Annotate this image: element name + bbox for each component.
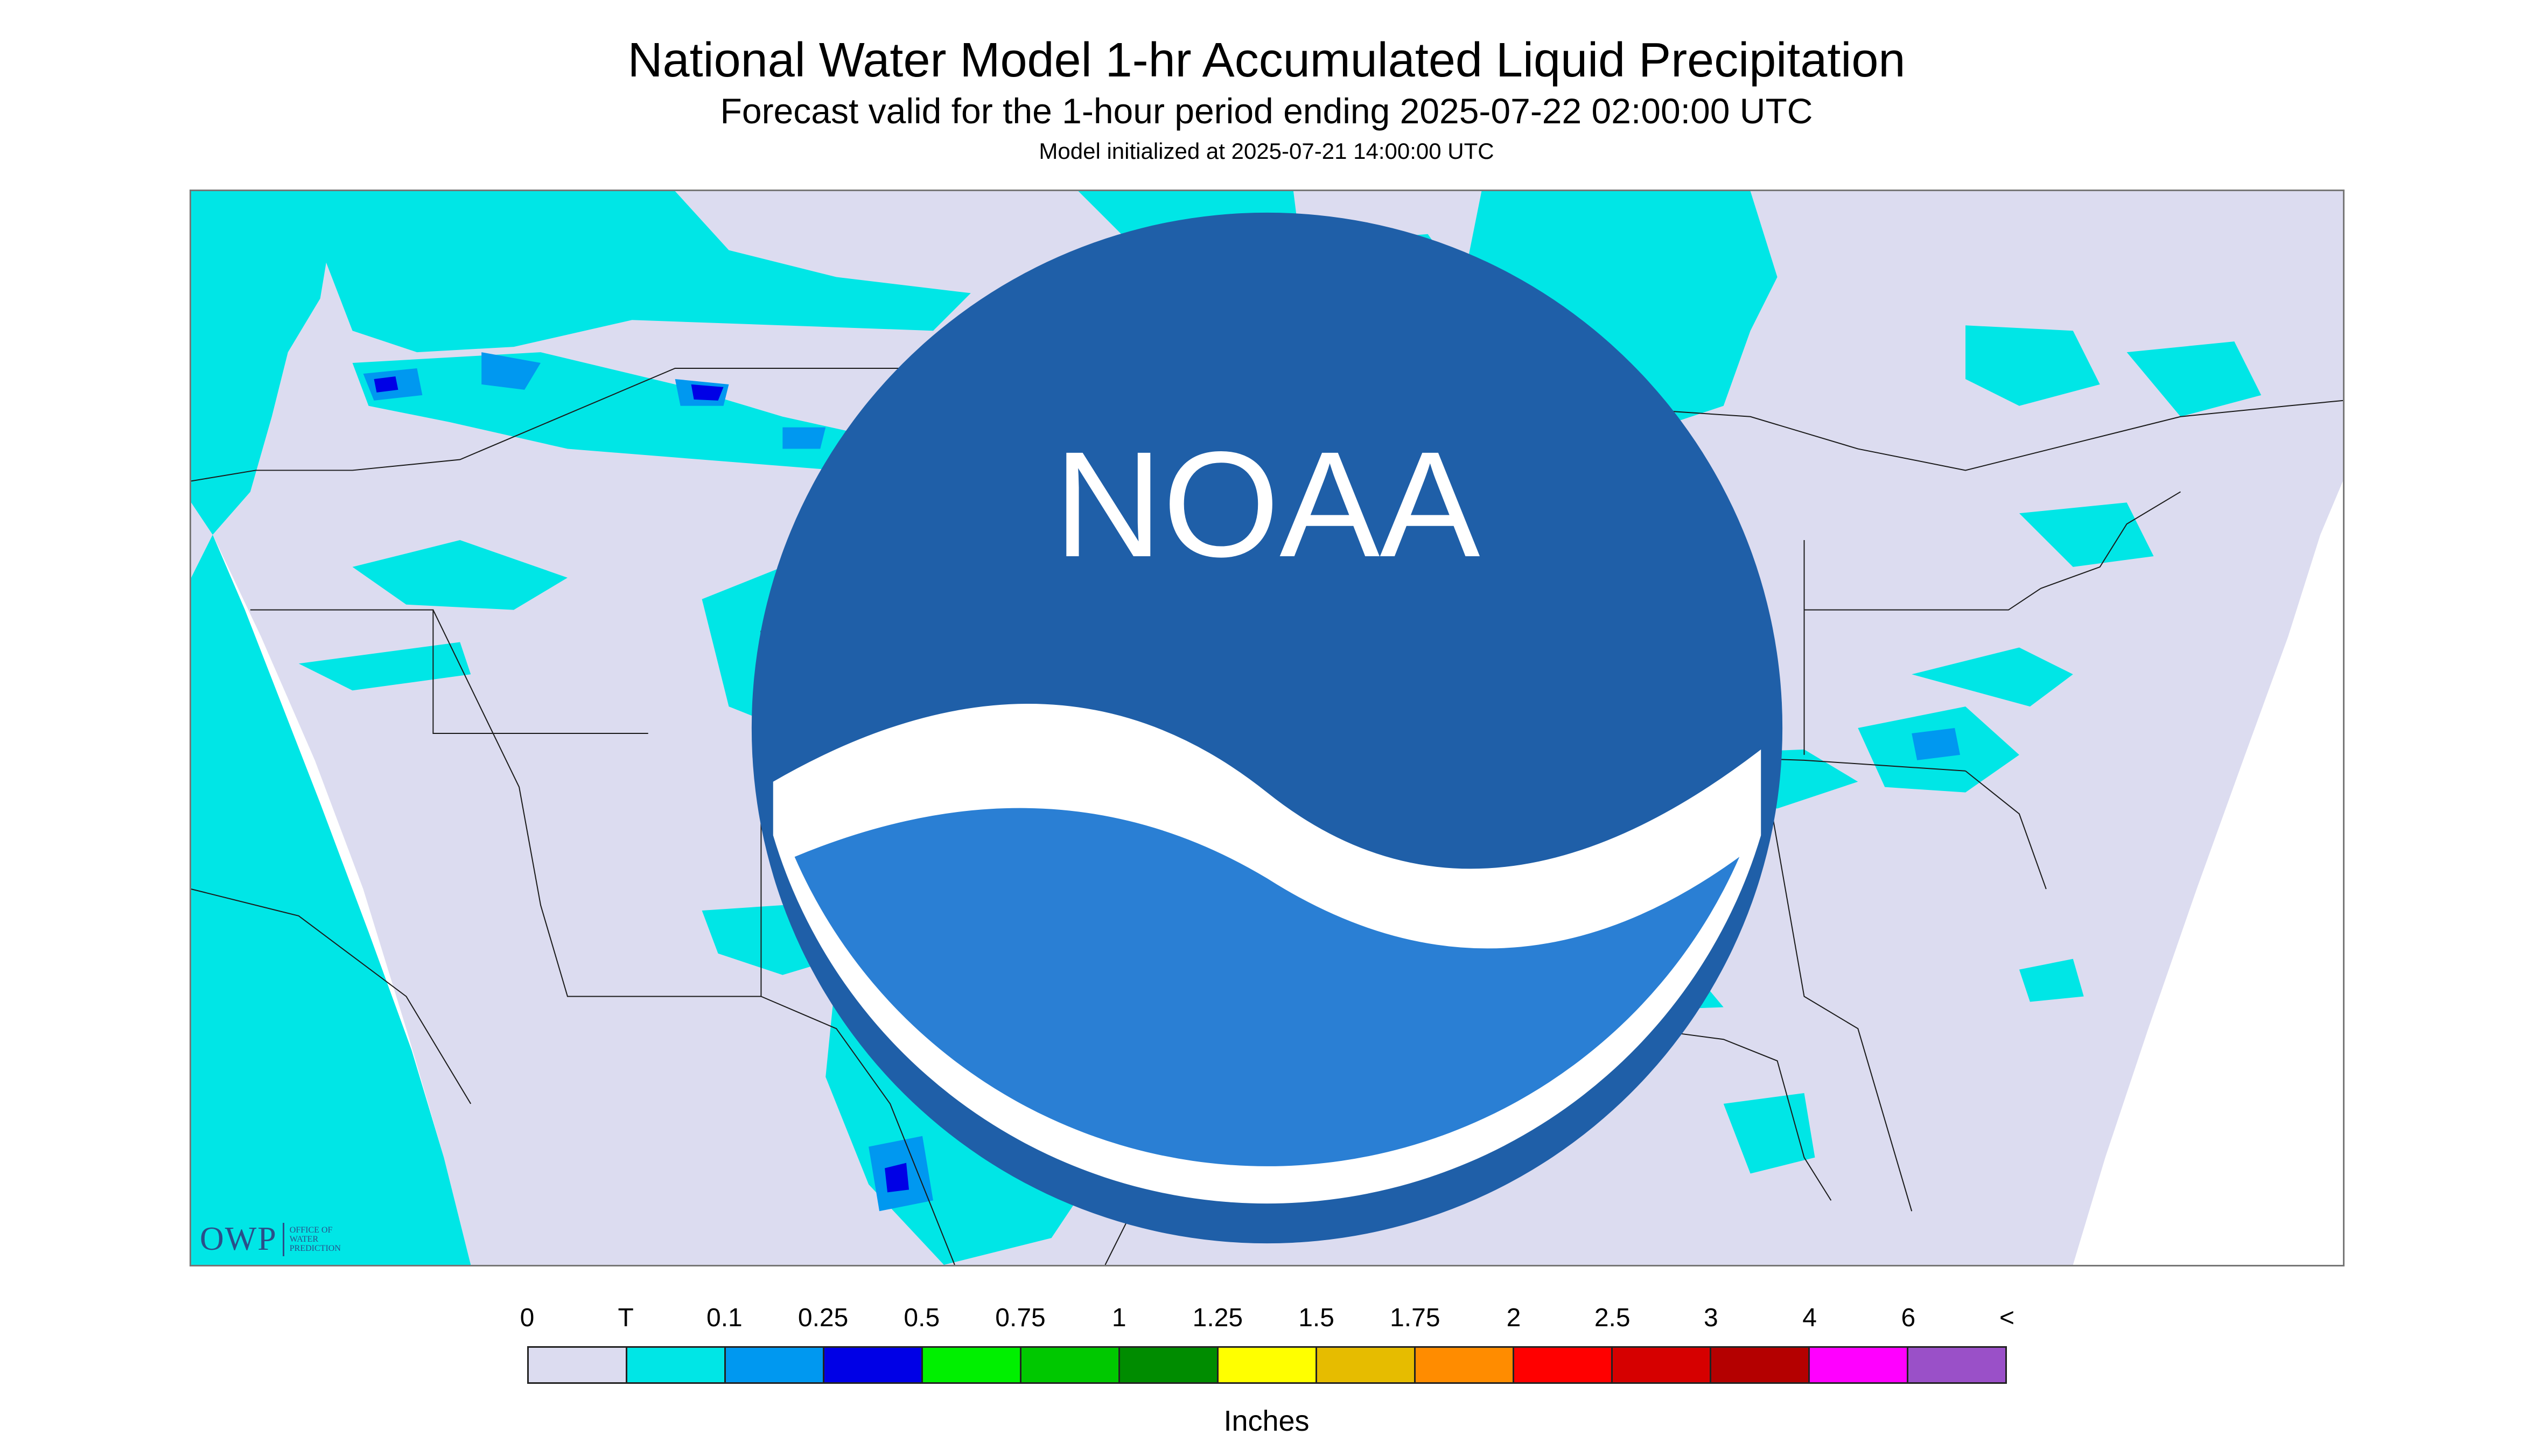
owp-logo-divider [282,1222,284,1256]
legend-tick-label: 1.75 [1390,1304,1440,1332]
color-legend [527,1346,2007,1384]
legend-swatch [1021,1348,1120,1382]
legend-tick-label: 2.5 [1594,1304,1631,1332]
legend-swatch [1514,1348,1613,1382]
legend-tick-labels: 0 T 0.1 0.25 0.5 0.75 1 1.25 1.5 1.75 2 2.5 3 4 6 < [520,1303,2014,1335]
legend-swatch [1120,1348,1219,1382]
owp-logo-text: OWP [200,1221,277,1257]
legend-swatch [923,1348,1021,1382]
legend-tick-label: 0 [520,1304,535,1332]
legend-tick-label: T [618,1304,634,1332]
legend-tick-label: < [1999,1304,2015,1332]
legend-swatch [627,1348,726,1382]
legend-tick-label: 6 [1901,1304,1916,1332]
legend-swatch [726,1348,824,1382]
noaa-logo-text: NOAA [1054,421,1480,589]
legend-tick-label: 0.75 [995,1304,1046,1332]
legend-tick-label: 3 [1704,1304,1718,1332]
legend-swatch [1317,1348,1416,1382]
legend-swatch [824,1348,923,1382]
model-init-time: Model initialized at 2025-07-21 14:00:00… [1039,138,1494,164]
map-title: National Water Model 1-hr Accumulated Li… [627,33,1906,87]
legend-tick-label: 0.1 [706,1304,743,1332]
legend-tick-label: 4 [1802,1304,1817,1332]
legend-tick-label: 0.5 [904,1304,940,1332]
legend-swatch [1810,1348,1908,1382]
legend-swatch [1711,1348,1810,1382]
map-subtitle: Forecast valid for the 1-hour period end… [720,91,1813,131]
legend-swatch [529,1348,627,1382]
legend-tick-label: 1 [1111,1304,1126,1332]
legend-tick-label: 0.25 [797,1304,849,1332]
legend-tick-label: 1.5 [1298,1304,1334,1332]
legend-tick-label: 2 [1506,1304,1521,1332]
legend-tick-label: 1.25 [1192,1304,1243,1332]
owp-logo: OWP OFFICE OF WATER PREDICTION [200,1220,370,1258]
legend-swatch [1416,1348,1514,1382]
precipitation-map: OWP OFFICE OF WATER PREDICTION NOAA [190,190,2345,1266]
noaa-logo-icon: NOAA [751,212,1783,1244]
legend-swatch [1908,1348,2005,1382]
legend-swatch [1613,1348,1711,1382]
legend-units-label: Inches [1223,1405,1310,1437]
legend-swatch [1219,1348,1317,1382]
owp-logo-subtext: OFFICE OF WATER PREDICTION [289,1226,341,1253]
